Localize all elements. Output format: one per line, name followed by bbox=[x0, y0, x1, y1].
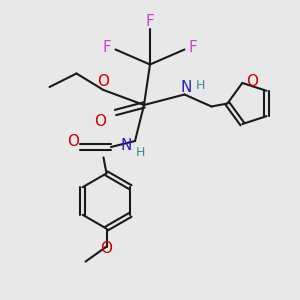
Text: O: O bbox=[98, 74, 110, 89]
Text: N: N bbox=[180, 80, 192, 95]
Text: O: O bbox=[246, 74, 258, 89]
Text: H: H bbox=[195, 79, 205, 92]
Text: F: F bbox=[146, 14, 154, 29]
Text: N: N bbox=[121, 138, 132, 153]
Text: O: O bbox=[100, 241, 112, 256]
Text: O: O bbox=[67, 134, 79, 148]
Text: O: O bbox=[94, 114, 106, 129]
Text: F: F bbox=[188, 40, 197, 55]
Text: H: H bbox=[136, 146, 145, 159]
Text: F: F bbox=[103, 40, 112, 55]
